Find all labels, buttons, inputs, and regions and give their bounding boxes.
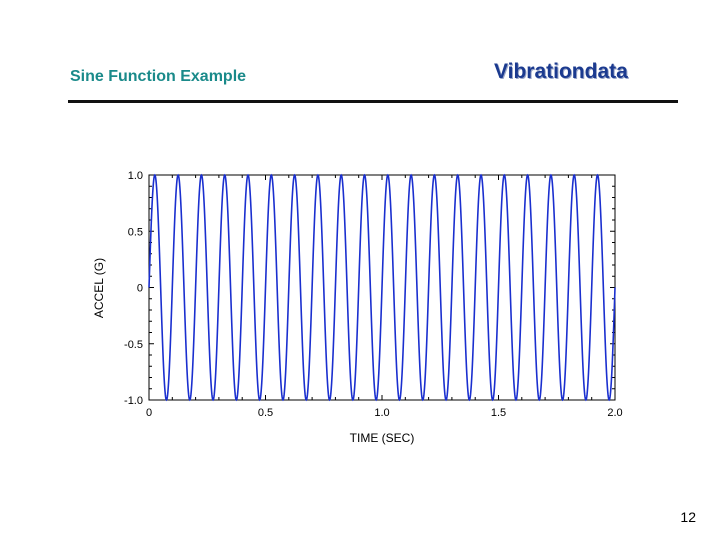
page-number: 12 — [680, 509, 696, 525]
y-tick-labels: 1.0 0.5 0 -0.5 -1.0 — [124, 170, 143, 407]
x-tick-label: 1.0 — [374, 407, 389, 419]
x-tick-label: 0 — [146, 407, 152, 419]
title-divider — [68, 100, 678, 103]
x-tick-labels: 0 0.5 1.0 1.5 2.0 — [146, 407, 623, 419]
series-line — [148, 173, 616, 402]
x-tick-label: 0.5 — [258, 407, 273, 419]
y-tick-label: -0.5 — [124, 339, 143, 351]
slide-title: Sine Function Example — [70, 68, 247, 85]
y-tick-label: 0 — [137, 283, 143, 295]
y-tick-label: 1.0 — [128, 170, 143, 182]
y-tick-label: 0.5 — [128, 226, 143, 238]
brand-logo-text: Vibrationdata — [494, 60, 628, 83]
x-tick-label: 1.5 — [491, 407, 506, 419]
axis-ticks — [148, 174, 616, 401]
x-tick-label: 2.0 — [607, 407, 622, 419]
x-axis-label: TIME (SEC) — [350, 431, 415, 445]
y-tick-label: -1.0 — [124, 395, 143, 407]
y-axis-label: ACCEL (G) — [92, 258, 106, 318]
